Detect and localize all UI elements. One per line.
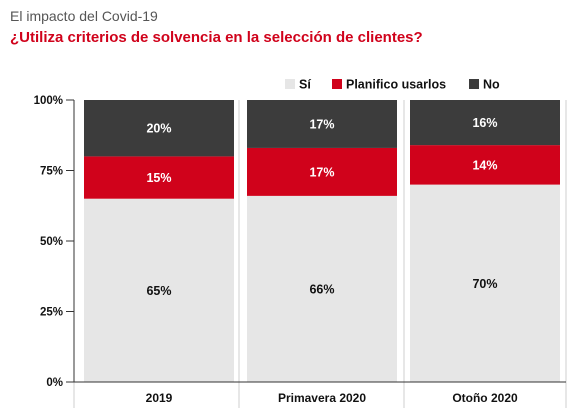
legend-label-2: Planifico usarlos bbox=[346, 78, 446, 92]
bar-segment-2-2 bbox=[247, 147, 397, 196]
legend-label-3: No bbox=[483, 78, 500, 92]
data-label-2-2: 17% bbox=[309, 165, 334, 179]
y-tick-label-3: 75% bbox=[40, 166, 63, 178]
x-tick-label-3: Otoño 2020 bbox=[452, 391, 518, 405]
bar-segment-1-2 bbox=[247, 195, 397, 382]
y-tick-label-0: 0% bbox=[46, 377, 63, 389]
data-label-3-1: 20% bbox=[146, 122, 171, 136]
data-label-1-2: 66% bbox=[309, 282, 334, 296]
data-label-3-2: 17% bbox=[309, 117, 334, 131]
bar-segment-3-1 bbox=[84, 100, 234, 157]
bar-segment-3-2 bbox=[247, 100, 397, 148]
legend-swatch-3 bbox=[469, 79, 479, 89]
data-label-1-1: 65% bbox=[146, 284, 171, 298]
y-tick-label-4: 100% bbox=[34, 95, 63, 107]
data-label-2-3: 14% bbox=[472, 158, 497, 172]
legend-swatch-1 bbox=[285, 79, 295, 89]
bar-segment-2-1 bbox=[84, 156, 234, 199]
data-label-1-3: 70% bbox=[472, 277, 497, 291]
bar-segment-1-1 bbox=[84, 198, 234, 382]
x-tick-label-2: Primavera 2020 bbox=[278, 391, 366, 405]
x-tick-label-1: 2019 bbox=[146, 391, 173, 405]
legend-swatch-2 bbox=[332, 79, 342, 89]
bar-segment-3-3 bbox=[410, 100, 560, 146]
y-tick-label-2: 50% bbox=[40, 236, 63, 248]
data-label-3-3: 16% bbox=[472, 116, 497, 130]
legend-label-1: Sí bbox=[299, 78, 311, 92]
bar-segment-2-3 bbox=[410, 145, 560, 185]
bar-segment-1-3 bbox=[410, 184, 560, 382]
y-tick-label-1: 25% bbox=[40, 307, 63, 319]
data-label-2-1: 15% bbox=[146, 171, 171, 185]
chart-title: ¿Utiliza criterios de solvencia en la se… bbox=[10, 29, 423, 46]
chart-kicker: El impacto del Covid-19 bbox=[10, 8, 158, 24]
